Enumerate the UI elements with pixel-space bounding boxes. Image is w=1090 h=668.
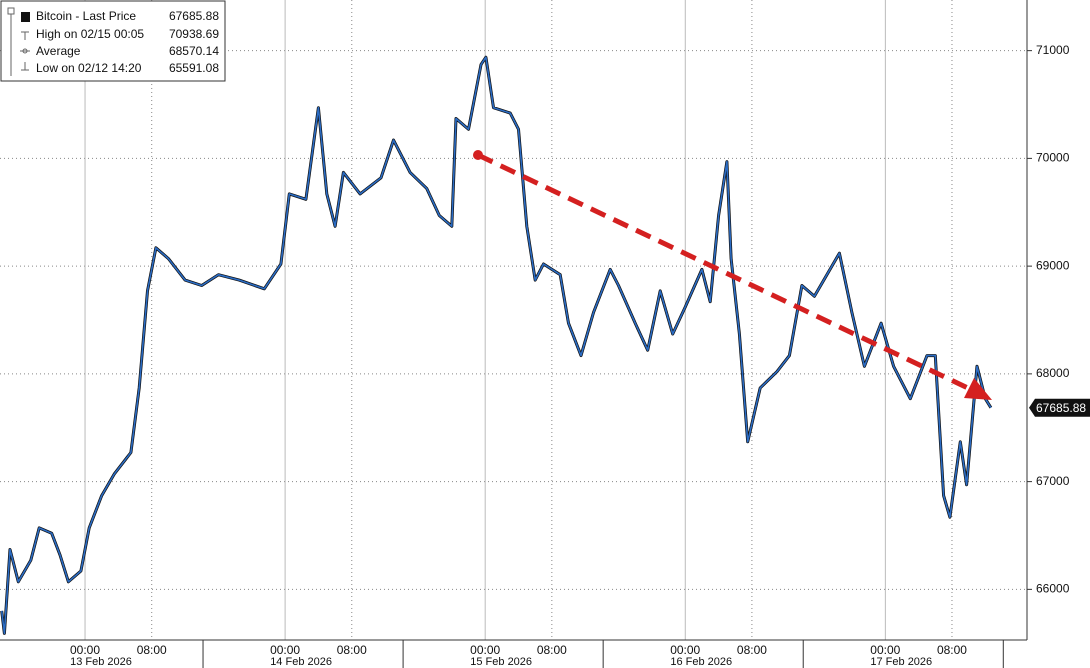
x-date-label: 15 Feb 2026 <box>470 656 532 668</box>
arrow-line <box>476 152 974 393</box>
legend-icon-high <box>21 31 29 40</box>
x-tick-label: 00:00 <box>870 643 900 657</box>
x-date-label: 16 Feb 2026 <box>670 656 732 668</box>
y-tick-label: 71000 <box>1036 43 1070 57</box>
legend-value: 65591.08 <box>169 61 219 75</box>
legend-box <box>0 0 226 82</box>
legend-icon-low <box>21 62 29 71</box>
x-tick-label: 08:00 <box>937 643 967 657</box>
legend: Bitcoin - Last Price 67685.88 High on 02… <box>0 0 226 82</box>
x-tick-label: 08:00 <box>137 643 167 657</box>
x-date-label: 17 Feb 2026 <box>870 656 932 668</box>
x-tick-label: 00:00 <box>270 643 300 657</box>
legend-value: 68570.14 <box>169 44 219 58</box>
trend-arrow <box>473 150 992 400</box>
y-tick-label: 69000 <box>1036 258 1070 272</box>
x-tick-label: 08:00 <box>737 643 767 657</box>
legend-swatch <box>21 12 30 22</box>
x-tick-label: 00:00 <box>70 643 100 657</box>
legend-tree <box>7 7 15 76</box>
x-date-label: 13 Feb 2026 <box>70 656 132 668</box>
y-tick-label: 68000 <box>1036 366 1070 380</box>
legend-label: High on 02/15 00:05 <box>36 27 144 41</box>
arrow-start <box>473 150 483 160</box>
legend-icon-average <box>20 48 30 54</box>
y-tick-label: 66000 <box>1036 582 1070 596</box>
last-price-tag <box>1029 398 1090 417</box>
legend-label: Bitcoin - Last Price <box>36 9 136 23</box>
last-price-label: 67685.88 <box>1036 401 1086 415</box>
legend-value: 67685.88 <box>169 9 219 23</box>
y-tick-label: 70000 <box>1036 151 1070 165</box>
x-tick-label: 00:00 <box>470 643 500 657</box>
legend-label: Average <box>36 44 81 58</box>
y-tick-label: 67000 <box>1036 474 1070 488</box>
grid <box>0 0 1027 640</box>
x-tick-label: 00:00 <box>670 643 700 657</box>
x-date-label: 14 Feb 2026 <box>270 656 332 668</box>
legend-value: 70938.69 <box>169 27 219 41</box>
plot-area <box>0 55 993 635</box>
legend-label: Low on 02/12 14:20 <box>36 61 142 75</box>
x-tick-label: 08:00 <box>337 643 367 657</box>
x-tick-label: 08:00 <box>537 643 567 657</box>
arrow-head <box>964 378 992 400</box>
price-line <box>0 56 992 635</box>
